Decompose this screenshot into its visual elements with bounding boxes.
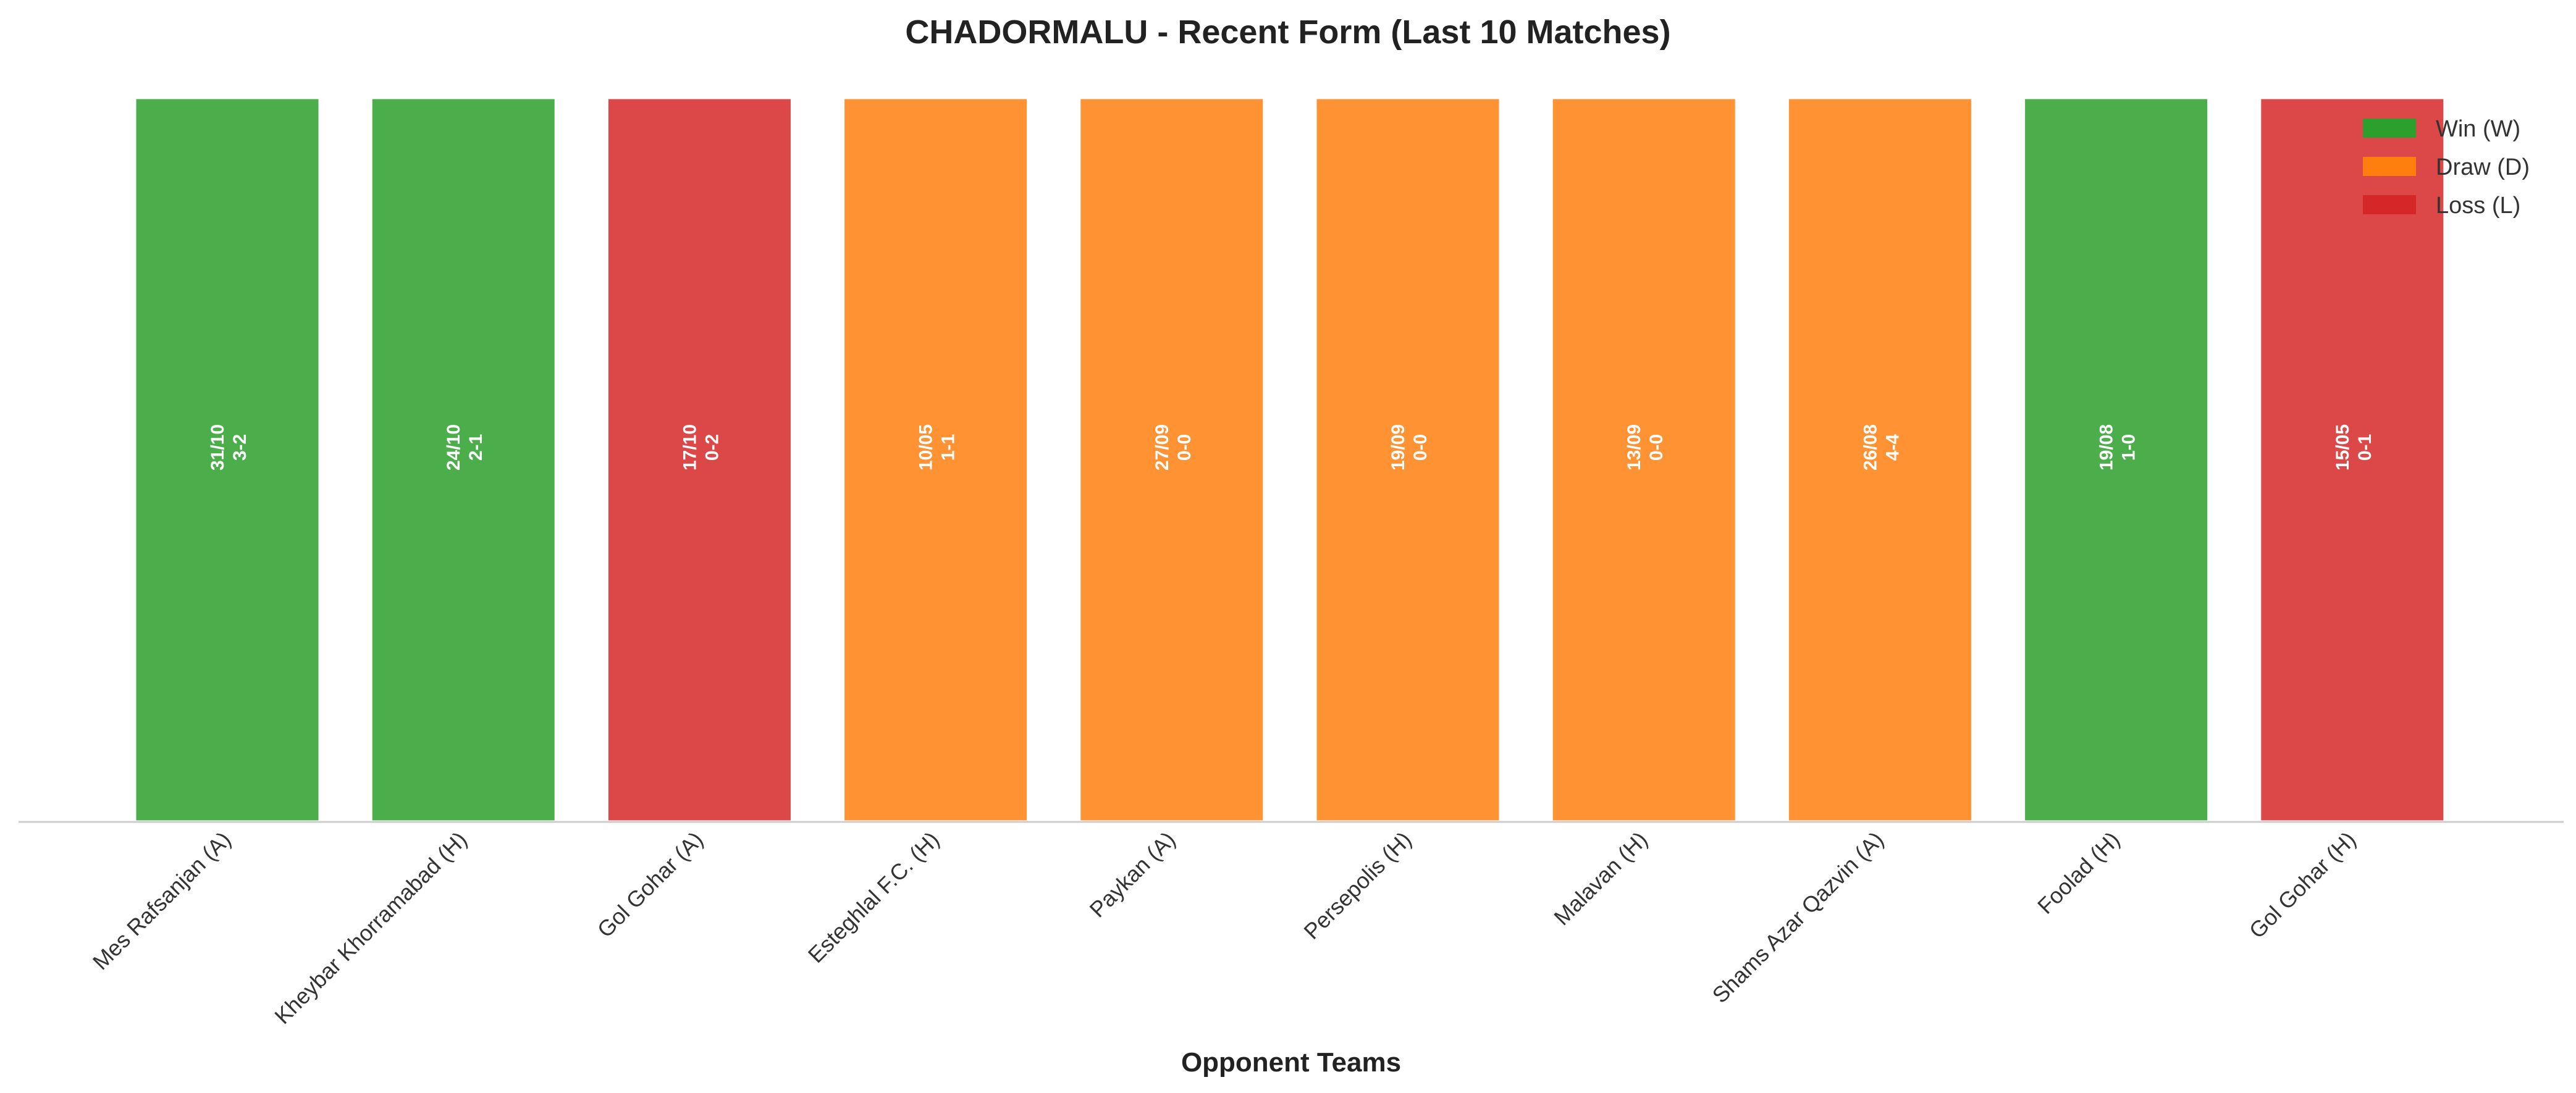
bar-label-4: 10/05 1-1 (916, 424, 959, 471)
x-tick-label-5: Paykan (A) (1085, 827, 1181, 923)
bar-label-10: 15/05 0-1 (2333, 424, 2375, 471)
x-axis-label: Opponent Teams (1181, 1047, 1401, 1078)
bar-6 (1313, 96, 1502, 824)
bar-label-3: 17/10 0-2 (680, 424, 722, 471)
chart-title: CHADORMALU - Recent Form (Last 10 Matche… (905, 14, 1670, 51)
bars-layer: 31/10 3-2 24/10 2-1 17/10 0-2 10/05 1-1 27/09 0-0… (133, 96, 2447, 824)
x-tick-label-3: Gol Gohar (A) (592, 827, 708, 942)
x-tick-label-9: Foolad (H) (2032, 827, 2124, 919)
legend-label-l: Loss (L) (2436, 193, 2520, 219)
x-tick-label-6: Persepolis (H) (1299, 827, 1416, 944)
legend: Win (W) Draw (D) Loss (L) (2363, 116, 2530, 219)
x-tick-label-7: Malavan (H) (1549, 827, 1652, 931)
bar-label-2: 24/10 2-1 (444, 424, 486, 471)
legend-swatch-l (2363, 195, 2416, 214)
bar-9 (2022, 96, 2211, 824)
x-tick-label-4: Esteghlal F.C. (H) (803, 827, 944, 968)
bar-label-1: 31/10 3-2 (208, 424, 250, 471)
legend-label-d: Draw (D) (2436, 154, 2530, 180)
bar-10 (2258, 96, 2447, 824)
x-tick-label-1: Mes Rafsanjan (A) (88, 827, 236, 975)
x-tick-label-2: Kheybar Khorramabad (H) (269, 827, 472, 1029)
bar-8 (1785, 96, 1974, 824)
x-tick-labels: Mes Rafsanjan (A) Kheybar Khorramabad (H)… (88, 827, 2361, 1029)
bar-7 (1549, 96, 1738, 824)
bar-label-9: 19/08 1-0 (2097, 424, 2139, 471)
bar-2 (369, 96, 558, 824)
bar-4 (841, 96, 1030, 824)
bar-label-5: 27/09 0-0 (1152, 424, 1195, 471)
bar-label-6: 19/09 0-0 (1388, 424, 1431, 471)
legend-swatch-d (2363, 157, 2416, 176)
x-tick-label-10: Gol Gohar (H) (2244, 827, 2361, 944)
bar-3 (605, 96, 794, 824)
bar-5 (1077, 96, 1266, 824)
x-tick-label-8: Shams Azar Qazvin (A) (1707, 827, 1889, 1008)
bar-label-8: 26/08 4-4 (1860, 424, 1903, 471)
bar-label-7: 13/09 0-0 (1624, 424, 1667, 471)
legend-swatch-w (2363, 119, 2416, 138)
bar-1 (133, 96, 322, 824)
legend-label-w: Win (W) (2436, 116, 2520, 142)
